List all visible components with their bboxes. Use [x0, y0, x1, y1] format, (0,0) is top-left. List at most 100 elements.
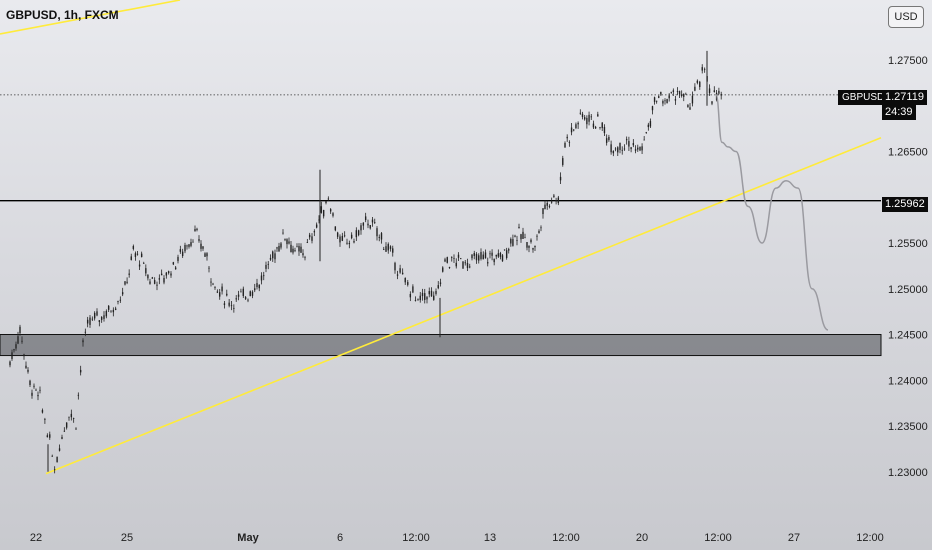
- candle-body: [430, 290, 433, 297]
- time-tick-label: 12:00: [856, 532, 884, 544]
- candle-body: [179, 249, 182, 252]
- candle-body: [348, 242, 351, 245]
- candle-body: [376, 228, 378, 237]
- candle-body: [103, 315, 105, 319]
- candle-body: [601, 122, 603, 129]
- candle-body: [346, 242, 348, 244]
- candle-body: [290, 244, 292, 253]
- candle-body: [508, 249, 510, 251]
- candle-body: [473, 253, 475, 256]
- candle-body: [13, 349, 15, 351]
- candle-body: [573, 129, 575, 131]
- candle-body: [288, 241, 290, 244]
- price-tick-label: 1.23500: [888, 421, 928, 433]
- candle-body: [226, 293, 228, 296]
- candle-body: [442, 267, 444, 272]
- candle-body: [625, 139, 628, 141]
- candle-body: [44, 419, 46, 420]
- candle-body: [510, 238, 512, 244]
- candle-body: [196, 228, 198, 230]
- candle-body: [641, 146, 643, 151]
- candle-body: [460, 258, 462, 260]
- candle-body: [528, 245, 530, 248]
- candle-body: [9, 361, 11, 366]
- candle-body: [559, 176, 562, 181]
- candle-body: [93, 312, 96, 319]
- candle-body: [518, 226, 520, 229]
- currency-button[interactable]: USD: [888, 6, 924, 28]
- candle-body: [516, 240, 518, 241]
- candle-body: [89, 317, 91, 325]
- candle-body: [318, 219, 320, 221]
- candle-body: [647, 124, 650, 128]
- candle-body: [369, 225, 371, 229]
- candle-body: [206, 253, 208, 257]
- candle-body: [614, 148, 617, 150]
- candle-body: [645, 132, 647, 133]
- candle-body: [683, 94, 685, 97]
- candle-body: [260, 275, 263, 281]
- candle-body: [455, 262, 457, 267]
- time-tick-label: 25: [121, 532, 133, 544]
- candle-body: [435, 290, 437, 294]
- candle-body: [107, 305, 110, 310]
- candle-body: [628, 141, 630, 147]
- price-tick-label: 1.24000: [888, 375, 928, 387]
- candle-body: [194, 229, 196, 232]
- candle-body: [360, 225, 362, 231]
- candle-body: [503, 249, 506, 251]
- candle-body: [149, 281, 151, 284]
- candle-body: [242, 288, 244, 296]
- candle-body: [457, 254, 460, 258]
- candle-body: [371, 219, 374, 223]
- candle-body: [546, 202, 548, 206]
- candle-body: [219, 292, 221, 297]
- candle-body: [484, 252, 487, 259]
- candle-body: [130, 256, 132, 260]
- candle-body: [672, 90, 675, 92]
- candle-body: [53, 469, 56, 471]
- candle-body: [332, 213, 334, 216]
- candle-body: [96, 311, 98, 316]
- candle-body: [350, 234, 353, 239]
- candle-body: [526, 242, 528, 248]
- candle-body: [501, 255, 504, 262]
- candle-body: [282, 232, 284, 234]
- candle-body: [27, 369, 29, 372]
- candle-body: [320, 206, 323, 213]
- candle-body: [170, 273, 172, 276]
- candle-body: [230, 305, 233, 307]
- candle-body: [643, 139, 645, 141]
- candle-body: [23, 354, 25, 357]
- candle-body: [713, 90, 715, 92]
- current-price-tag: 1.27119: [882, 90, 927, 105]
- candle-body: [294, 250, 296, 251]
- candle-body: [79, 369, 82, 373]
- candle-body: [181, 251, 184, 256]
- candle-body: [583, 117, 586, 120]
- candle-body: [247, 299, 249, 301]
- candle-body: [147, 274, 149, 279]
- candle-body: [70, 413, 73, 418]
- candle-body: [269, 257, 272, 260]
- time-tick-label: 22: [30, 532, 42, 544]
- candle-body: [407, 282, 409, 285]
- candle-body: [124, 281, 126, 285]
- candle-body: [190, 242, 192, 246]
- candle-body: [532, 248, 534, 250]
- candle-body: [592, 123, 595, 128]
- candles: [9, 50, 722, 474]
- candle-body: [570, 127, 573, 133]
- candle-body: [632, 143, 635, 146]
- candle-body: [617, 147, 619, 153]
- candle-body: [167, 271, 170, 274]
- candle-body: [608, 136, 610, 141]
- candle-body: [17, 336, 19, 344]
- candle-body: [160, 273, 163, 276]
- candle-body: [499, 253, 502, 257]
- candle-body: [265, 264, 267, 269]
- candle-body: [61, 437, 63, 439]
- candle-body: [678, 91, 681, 94]
